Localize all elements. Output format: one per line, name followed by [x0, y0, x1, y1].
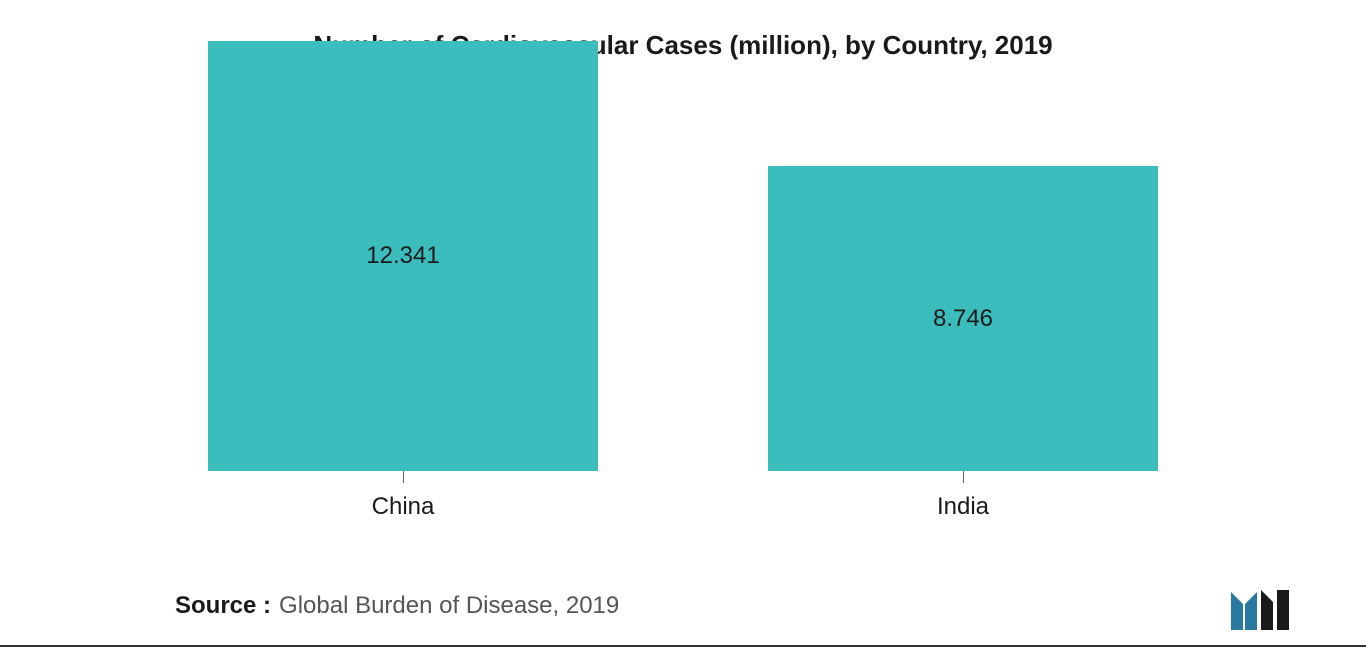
chart-bar: 8.746: [768, 166, 1158, 471]
bar-category-label: China: [372, 493, 435, 521]
bar-value-label: 8.746: [933, 305, 993, 333]
bar-category-label: India: [937, 493, 989, 521]
bar-wrapper: 8.746 India: [768, 166, 1158, 521]
source-label: Source :: [175, 592, 271, 620]
axis-tick: [963, 471, 964, 483]
source-text: Global Burden of Disease, 2019: [279, 592, 619, 620]
brand-logo-icon: [1231, 582, 1311, 630]
bottom-rule: [0, 645, 1366, 647]
axis-tick: [403, 471, 404, 483]
chart-container: Number of Cardiovascular Cases (million)…: [0, 0, 1366, 655]
source-row: Source : Global Burden of Disease, 2019: [175, 592, 619, 620]
chart-bar: 12.341: [208, 41, 598, 471]
bar-wrapper: 12.341 China: [208, 41, 598, 521]
bar-value-label: 12.341: [366, 242, 439, 270]
chart-plot-area: 12.341 China 8.746 India: [40, 91, 1326, 521]
